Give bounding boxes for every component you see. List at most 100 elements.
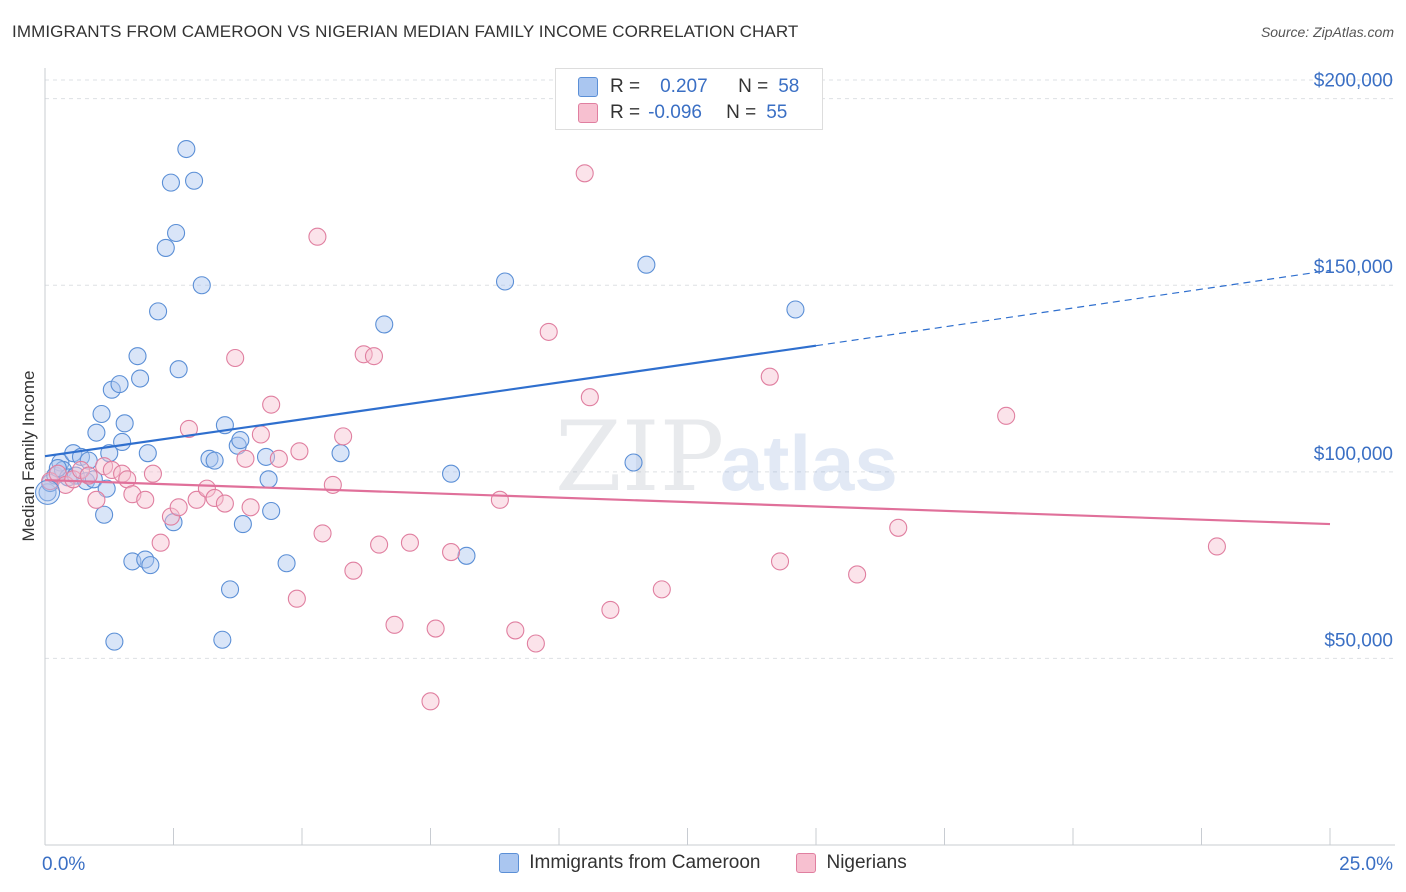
nigerians-point [364, 347, 384, 366]
nigerians-point [421, 692, 440, 711]
cameroon-point [637, 255, 656, 274]
nigerians-point [652, 580, 671, 599]
nigerians-point [334, 427, 353, 446]
y-tick-label: $150,000 [1314, 257, 1393, 278]
nigerians-point [205, 488, 224, 508]
axes [44, 68, 1395, 846]
cameroon-point [457, 546, 476, 565]
cameroon-point [138, 444, 157, 463]
watermark-atlas: atlas [720, 419, 898, 507]
stats-legend: R = 0.207 N = 58 R = -0.096 N = 55 [555, 68, 823, 130]
r-label: R = [610, 76, 641, 97]
cameroon-trend-extension [815, 269, 1331, 347]
nigerians-point [308, 227, 327, 246]
nigerians-point [442, 543, 461, 562]
cameroon-point [262, 501, 281, 521]
cameroon-point [192, 276, 211, 295]
n-label: N = [738, 76, 769, 97]
cameroon-point [128, 347, 147, 366]
nigerians-point [770, 552, 790, 571]
cameroon-point [141, 556, 160, 575]
cameroon-point [277, 554, 296, 573]
cameroon-point [87, 423, 106, 442]
tick-labels: $50,000 $100,000 $150,000 $200,000 0.0% 25.0% [42, 71, 1393, 875]
cameroon-point [95, 505, 114, 524]
legend-label: Immigrants from Cameroon [529, 852, 761, 873]
x-tick-label: 0.0% [42, 854, 85, 875]
nigerians-point [1207, 537, 1226, 556]
cameroon-point [213, 630, 232, 649]
cameroon-point [105, 632, 124, 651]
cameroon-point [624, 453, 643, 472]
n-label: N = [726, 102, 757, 123]
nigerians-point [580, 388, 599, 407]
cameroon-point [110, 375, 129, 394]
nigerians-point [64, 470, 83, 489]
n-value: 58 [778, 76, 800, 97]
cameroon-point [177, 139, 196, 159]
watermark: ZIP atlas [555, 401, 898, 513]
cameroon-point [442, 464, 461, 483]
nigerians-swatch [578, 103, 598, 123]
nigerians-point [143, 464, 162, 483]
cameroon-point [167, 223, 186, 243]
nigerians-swatch [796, 853, 817, 873]
cameroon-point [149, 302, 168, 321]
data-points [35, 139, 1226, 711]
nigerians-point [997, 406, 1016, 425]
nigerians-point [226, 348, 245, 368]
nigerians-point [490, 490, 509, 509]
cameroon-point [233, 515, 252, 534]
cameroon-point [156, 238, 175, 257]
nigerians-point [848, 565, 867, 584]
nigerians-point [539, 322, 558, 341]
cameroon-point [35, 479, 61, 505]
nigerians-point [601, 600, 620, 619]
cameroon-point [205, 451, 224, 470]
legend-label: Nigerians [826, 852, 907, 873]
nigerians-point [344, 561, 363, 580]
trend-lines [44, 269, 1331, 526]
nigerians-point [385, 615, 404, 634]
nigerians-point [287, 589, 306, 608]
nigerians-point [79, 466, 98, 485]
nigerians-point [251, 425, 270, 444]
source-label: Source: ZipAtlas.com [1260, 24, 1394, 40]
x-tick-label: 25.0% [1339, 854, 1393, 875]
cameroon-point [375, 315, 394, 334]
legend-item-cameroon: Immigrants from Cameroon [499, 852, 760, 874]
nigerians-point [400, 533, 419, 552]
nigerians-point [215, 494, 234, 513]
cameroon-point [113, 432, 132, 452]
nigerians-point [269, 449, 288, 468]
nigerians-trend-line [44, 478, 1331, 526]
nigerians-point [426, 619, 445, 638]
nigerians-point [506, 621, 525, 640]
cameroon-point [136, 550, 155, 569]
cameroon-point [185, 171, 204, 190]
nigerians-point [262, 395, 281, 414]
nigerians-point [151, 533, 170, 552]
y-tick-label: $100,000 [1314, 444, 1393, 465]
y-tick-label: $200,000 [1314, 71, 1393, 92]
nigerians-point [87, 490, 106, 509]
chart-title: IMMIGRANTS FROM CAMEROON VS NIGERIAN MED… [12, 22, 799, 41]
n-value: 55 [766, 102, 788, 123]
cameroon-point [161, 173, 180, 192]
series-legend: Immigrants from Cameroon Nigerians [0, 852, 1406, 874]
r-value: -0.096 [648, 102, 702, 123]
nigerians-point [290, 442, 309, 461]
nigerians-point [236, 449, 255, 468]
cameroon-point [495, 272, 515, 291]
nigerians-point [575, 164, 594, 183]
nigerians-point [526, 634, 545, 653]
cameroon-swatch [499, 853, 520, 873]
r-label: R = [610, 102, 641, 123]
cameroon-point [259, 470, 278, 489]
cameroon-point [92, 404, 111, 424]
stats-row-cameroon: R = 0.207 N = 58 [578, 75, 799, 99]
nigerians-point [241, 498, 260, 517]
cameroon-point [220, 580, 240, 599]
nigerians-point [187, 490, 206, 509]
y-axis-label: Median Family Income [19, 370, 38, 541]
